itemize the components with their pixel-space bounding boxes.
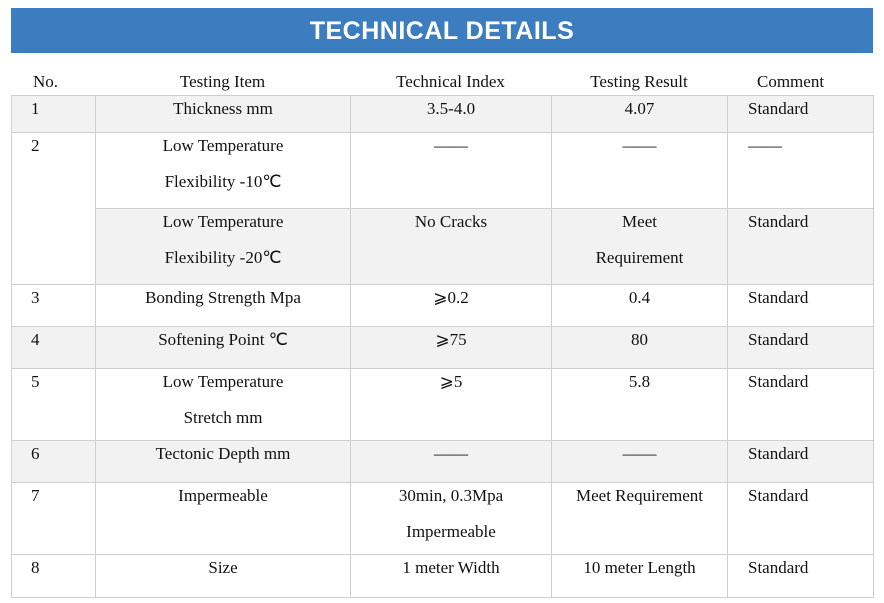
table-cell: ⩾0.2 <box>350 284 552 327</box>
table-row: 5 Low Temperature Stretch mm ⩾5 5.8 Standard <box>11 368 874 441</box>
table-cell: Thickness mm <box>95 95 351 133</box>
table-cell: Low Temperature Stretch mm <box>95 368 351 441</box>
table-cell: Standard <box>727 326 874 369</box>
table-row: Low Temperature Flexibility -20℃ No Cracks… <box>12 208 874 285</box>
table-cell: 10 meter Length <box>551 554 728 598</box>
table-cell: Softening Point ℃ <box>95 326 351 369</box>
table-cell: 0.4 <box>551 284 728 327</box>
table-cell: ⩾75 <box>350 326 552 369</box>
table-row: 7 Impermeable 30min, 0.3Mpa Impermeable Meet… <box>11 482 874 555</box>
table-cell: Tectonic Depth mm <box>95 440 351 483</box>
table-cell: 5 <box>11 368 96 441</box>
cell-line: Flexibility -10℃ <box>164 172 282 191</box>
table-cell: Low Temperature Flexibility -10℃ <box>95 132 351 209</box>
table-cell: 8 <box>11 554 96 598</box>
cell-line: Impermeable <box>406 522 496 541</box>
table-cell: 5.8 <box>551 368 728 441</box>
table-cell: 80 <box>551 326 728 369</box>
table-cell: 4.07 <box>551 95 728 133</box>
table-cell: —— <box>727 132 874 209</box>
cell-line: Flexibility -20℃ <box>164 248 282 267</box>
table-cell: 7 <box>11 482 96 555</box>
table-cell: 1 meter Width <box>350 554 552 598</box>
title-bar: TECHNICAL DETAILS <box>11 8 873 53</box>
table-cell: Meet Requirement <box>551 208 728 285</box>
table-cell: Bonding Strength Mpa <box>95 284 351 327</box>
table-cell: 1 <box>11 95 96 133</box>
cell-line: Stretch mm <box>183 408 263 427</box>
table-cell: Standard <box>727 368 874 441</box>
cell-line: 30min, 0.3Mpa <box>398 486 504 505</box>
cell-line: Low Temperature <box>162 372 284 391</box>
cell-line: Low Temperature <box>162 136 284 155</box>
cell-line: Low Temperature <box>162 212 284 231</box>
table-cell: 4 <box>11 326 96 369</box>
column-header: Technical Index <box>396 72 505 91</box>
table-row: 3 Bonding Strength Mpa ⩾0.2 0.4 Standard <box>11 284 874 327</box>
table-cell: —— <box>551 440 728 483</box>
table-cell: 3.5-4.0 <box>350 95 552 133</box>
table-cell: Standard <box>727 440 874 483</box>
table-cell: Standard <box>727 95 874 133</box>
table: 1 Thickness mm 3.5-4.0 4.07 Standard 2 Low Tem… <box>11 95 874 598</box>
table-row: 2 Low Temperature Flexibility -10℃ —— —— —— <box>11 132 874 285</box>
table-row: 1 Thickness mm 3.5-4.0 4.07 Standard <box>11 95 874 133</box>
table-cell: 30min, 0.3Mpa Impermeable <box>350 482 552 555</box>
column-header: No. <box>33 72 59 91</box>
table-cell: ⩾5 <box>350 368 552 441</box>
table-cell: Standard <box>727 284 874 327</box>
table-cell: —— <box>551 132 728 209</box>
table-cell: Standard <box>727 482 874 555</box>
header-row: No. Testing Item Technical Index Testing Re… <box>11 69 873 95</box>
table-cell: —— <box>350 132 552 209</box>
table-cell: 3 <box>11 284 96 327</box>
column-header: Testing Result <box>590 72 688 91</box>
table-cell: Impermeable <box>95 482 351 555</box>
table-row: 8 Size 1 meter Width 10 meter Length Standar… <box>11 554 874 598</box>
table-cell: 2 <box>11 132 96 285</box>
table-cell: Standard <box>727 208 874 285</box>
table-row: 6 Tectonic Depth mm —— —— Standard <box>11 440 874 483</box>
table-cell: Standard <box>727 554 874 598</box>
table-cell: Low Temperature Flexibility -20℃ <box>95 208 351 285</box>
table-cell: —— <box>350 440 552 483</box>
table-row: 4 Softening Point ℃ ⩾75 80 Standard <box>11 326 874 369</box>
column-header: Comment <box>757 72 825 91</box>
cell-line: Requirement <box>595 248 684 267</box>
column-header: Testing Item <box>179 72 266 91</box>
table-cell: Meet Requirement <box>551 482 728 555</box>
table-cell: 6 <box>11 440 96 483</box>
cell-line: Meet <box>622 212 657 231</box>
table-header: No. Testing Item Technical Index Testing Re… <box>11 69 873 95</box>
table-cell: No Cracks <box>350 208 552 285</box>
table-cell: Size <box>95 554 351 598</box>
